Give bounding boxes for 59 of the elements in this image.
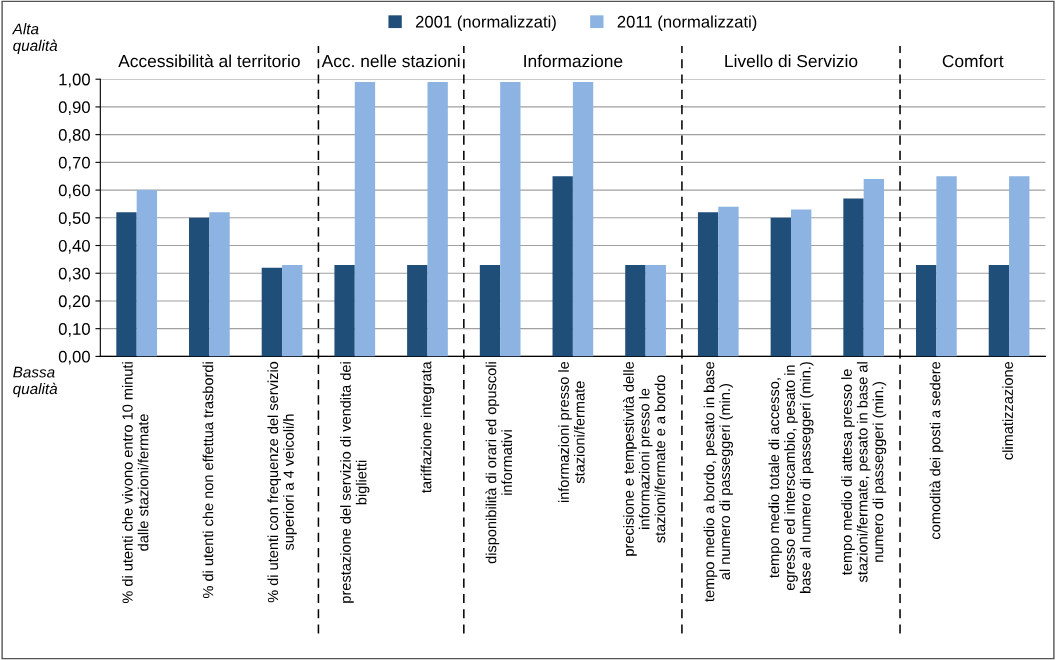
x-tick-label: tariffazione integrata [420, 361, 435, 493]
text: Comfort [942, 54, 1004, 68]
text: Informazione [524, 54, 623, 68]
bar [572, 81, 594, 357]
bar [1009, 176, 1030, 357]
y-tick-label: 0,30 [58, 267, 90, 282]
bar [625, 264, 646, 357]
y-tick-label: 0,40 [58, 239, 90, 254]
x-tick-label: tempo medio totale di accesso, egresso ed interscambio, pesato in base al numero di passeggeri (min.) [768, 362, 814, 593]
text: Accessibilità al territorio [118, 54, 300, 68]
bar [770, 217, 791, 357]
text: Alta qualità [11, 23, 58, 55]
bar [136, 190, 158, 357]
y-tick-label: 0,80 [58, 129, 90, 143]
x-tick-label: % di utenti che non effettua trasbordi [202, 362, 214, 598]
y-tick-label: 0,00 [58, 350, 90, 365]
bar [500, 81, 521, 357]
bar [407, 264, 428, 357]
bar [916, 264, 937, 357]
x-tick-label: climatizzazione [1002, 361, 1013, 460]
bar [718, 206, 739, 357]
bar [282, 264, 303, 357]
bar [116, 212, 137, 357]
bar [988, 264, 1010, 357]
y-tick-label: 0,70 [58, 156, 90, 171]
legend-label: 2001 (normalizzati) [415, 15, 556, 31]
x-tick-label: % di utenti che vivono entro 10 minuti dalle stazioni/fermate [122, 362, 149, 604]
bar [697, 212, 719, 357]
y-tick-label: 0,50 [58, 212, 90, 226]
x-tick-label: disponibilità di orari ed opuscoli informativi [485, 362, 513, 564]
bar [334, 264, 355, 357]
text: Livello di Servizio [725, 54, 858, 68]
bar [552, 176, 573, 357]
text: Acc. nelle stazioni [321, 54, 460, 68]
legend-label: 2011 (normalizzati) [617, 15, 757, 31]
x-tick-label: informazioni presso le stazioni/fermate [558, 361, 585, 503]
y-tick-label: 0,10 [58, 323, 90, 337]
x-tick-label: comodità dei posti a sedere [929, 361, 944, 539]
bar [790, 209, 812, 357]
bar [261, 267, 283, 357]
bar [936, 176, 957, 357]
y-tick-label: 1,00 [59, 73, 90, 88]
x-tick-label: precisione e tempestività delle informazioni presso le stazioni/fermate e a bordo [622, 361, 666, 556]
x-tick-label: % di utenti con frequenze del servizio superiori a 4 veicoli/h [267, 361, 297, 603]
bar [209, 212, 230, 357]
bar [427, 81, 448, 357]
bar [863, 178, 885, 357]
x-tick-label: tempo medio di attesa presso le stazioni/fermate, pesato in base al numero di passeggeri (min.) [841, 362, 887, 583]
y-tick-label: 0,60 [58, 184, 90, 199]
x-tick-label: tempo medio a bordo, pesato in base al numero di passeggeri (min.) [703, 361, 733, 602]
y-tick-label: 0,90 [58, 101, 90, 116]
bar [189, 217, 210, 357]
bar [843, 198, 864, 357]
x-tick-label: prestazione del servizio di vendita dei biglietti [340, 362, 370, 603]
bar [354, 81, 376, 357]
text: Bassa qualità [13, 366, 58, 398]
y-tick-label: 0,20 [58, 295, 90, 310]
bar [479, 264, 501, 357]
bar [645, 264, 666, 357]
